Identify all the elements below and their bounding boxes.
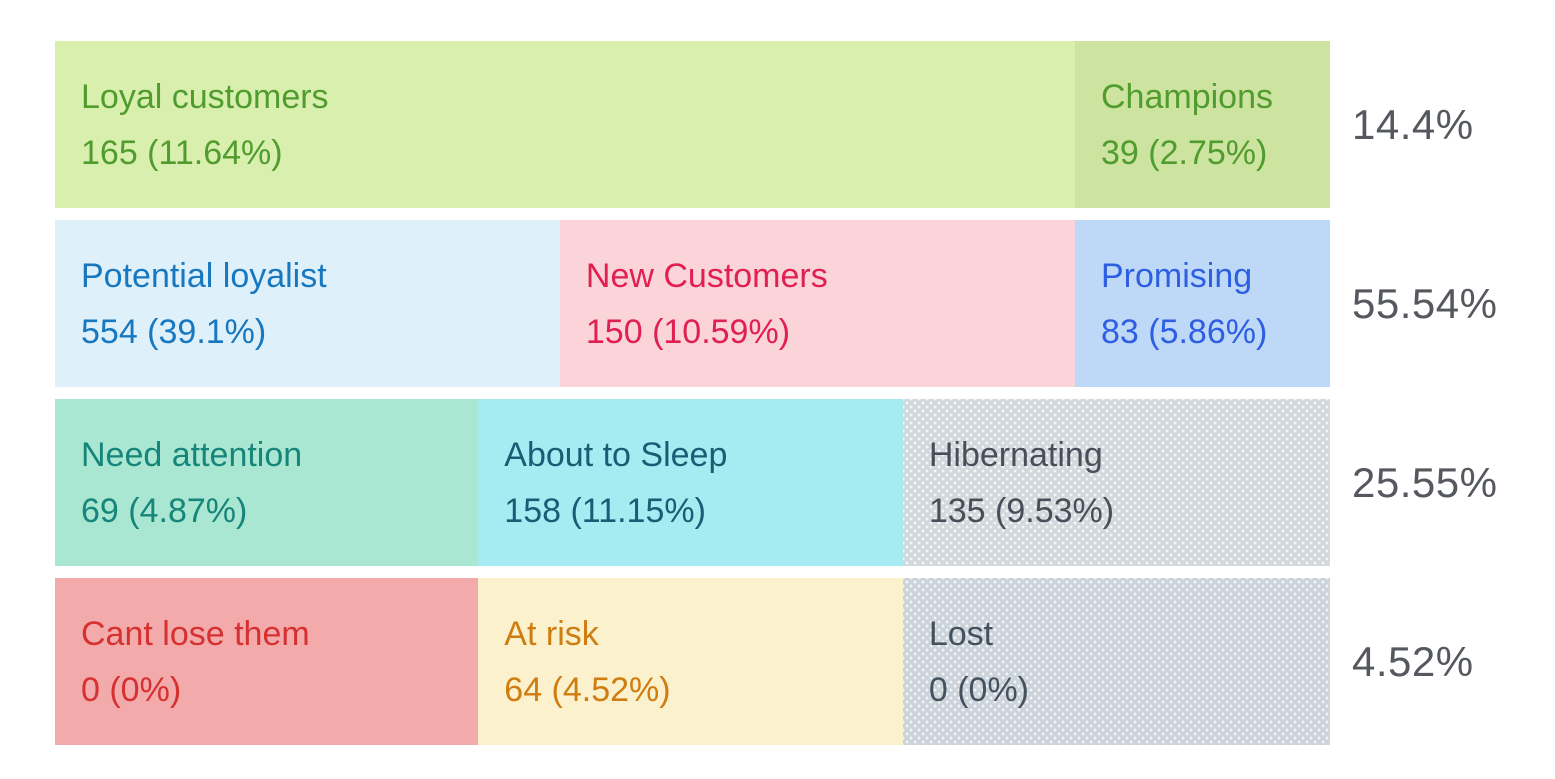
segment-cell-about-to-sleep[interactable]: About to Sleep 158 (11.15%) <box>478 399 903 566</box>
segment-row: Potential loyalist 554 (39.1%) New Custo… <box>55 220 1497 387</box>
segment-row: Cant lose them 0 (0%) At risk 64 (4.52%)… <box>55 578 1497 745</box>
segment-name: Need attention <box>81 435 303 474</box>
segment-cell-at-risk[interactable]: At risk 64 (4.52%) <box>478 578 903 745</box>
segment-value: 69 (4.87%) <box>81 491 248 530</box>
segment-name: Champions <box>1101 77 1273 116</box>
segment-name: New Customers <box>585 256 828 295</box>
segment-name: About to Sleep <box>504 435 728 474</box>
segment-value: 135 (9.53%) <box>928 491 1115 530</box>
segment-name: Potential loyalist <box>81 256 327 295</box>
segment-cell-promising[interactable]: Promising 83 (5.86%) <box>1074 220 1330 387</box>
segment-row: Loyal customers 165 (11.64%) Champions 3… <box>55 41 1497 208</box>
segment-value: 64 (4.52%) <box>504 670 671 709</box>
segment-row-cells: Cant lose them 0 (0%) At risk 64 (4.52%)… <box>55 578 1330 745</box>
row-share-label-4: 4.52% <box>1352 637 1474 685</box>
segment-cell-potential-loyalist[interactable]: Potential loyalist 554 (39.1%) <box>55 220 560 387</box>
segment-row: Need attention 69 (4.87%) About to Sleep… <box>55 399 1497 566</box>
segment-cell-lost[interactable]: Lost 0 (0%) <box>903 578 1330 745</box>
segment-value: 39 (2.75%) <box>1101 133 1268 172</box>
segment-value: 0 (0%) <box>81 670 182 709</box>
segment-value: 554 (39.1%) <box>81 312 267 351</box>
segment-cell-champions[interactable]: Champions 39 (2.75%) <box>1075 41 1330 208</box>
segment-cell-loyal-customers[interactable]: Loyal customers 165 (11.64%) <box>55 41 1075 208</box>
segment-cell-cant-lose-them[interactable]: Cant lose them 0 (0%) <box>55 578 479 745</box>
row-share-label-3: 25.55% <box>1352 458 1498 506</box>
segment-row-cells: Potential loyalist 554 (39.1%) New Custo… <box>55 220 1330 387</box>
segment-name: Lost <box>928 614 994 653</box>
row-share-label-2: 55.54% <box>1352 279 1498 327</box>
segment-row-cells: Loyal customers 165 (11.64%) Champions 3… <box>55 41 1330 208</box>
segment-name: Cant lose them <box>81 614 310 653</box>
segment-name: Hibernating <box>928 435 1103 474</box>
segment-cell-need-attention[interactable]: Need attention 69 (4.87%) <box>55 399 479 566</box>
segment-cell-hibernating[interactable]: Hibernating 135 (9.53%) <box>903 399 1330 566</box>
segment-value: 165 (11.64%) <box>81 133 283 172</box>
row-share-label-1: 14.4% <box>1352 100 1474 148</box>
segment-name: At risk <box>504 614 599 653</box>
segment-row-cells: Need attention 69 (4.87%) About to Sleep… <box>55 399 1330 566</box>
segment-value: 158 (11.15%) <box>504 491 706 530</box>
segment-name: Promising <box>1100 256 1253 295</box>
segment-cell-new-customers[interactable]: New Customers 150 (10.59%) <box>559 220 1075 387</box>
segment-value: 83 (5.86%) <box>1100 312 1268 351</box>
segment-value: 0 (0%) <box>928 670 1029 709</box>
segment-value: 150 (10.59%) <box>585 312 791 351</box>
segment-name: Loyal customers <box>81 77 329 116</box>
rfm-segment-chart: Loyal customers 165 (11.64%) Champions 3… <box>55 41 1497 745</box>
